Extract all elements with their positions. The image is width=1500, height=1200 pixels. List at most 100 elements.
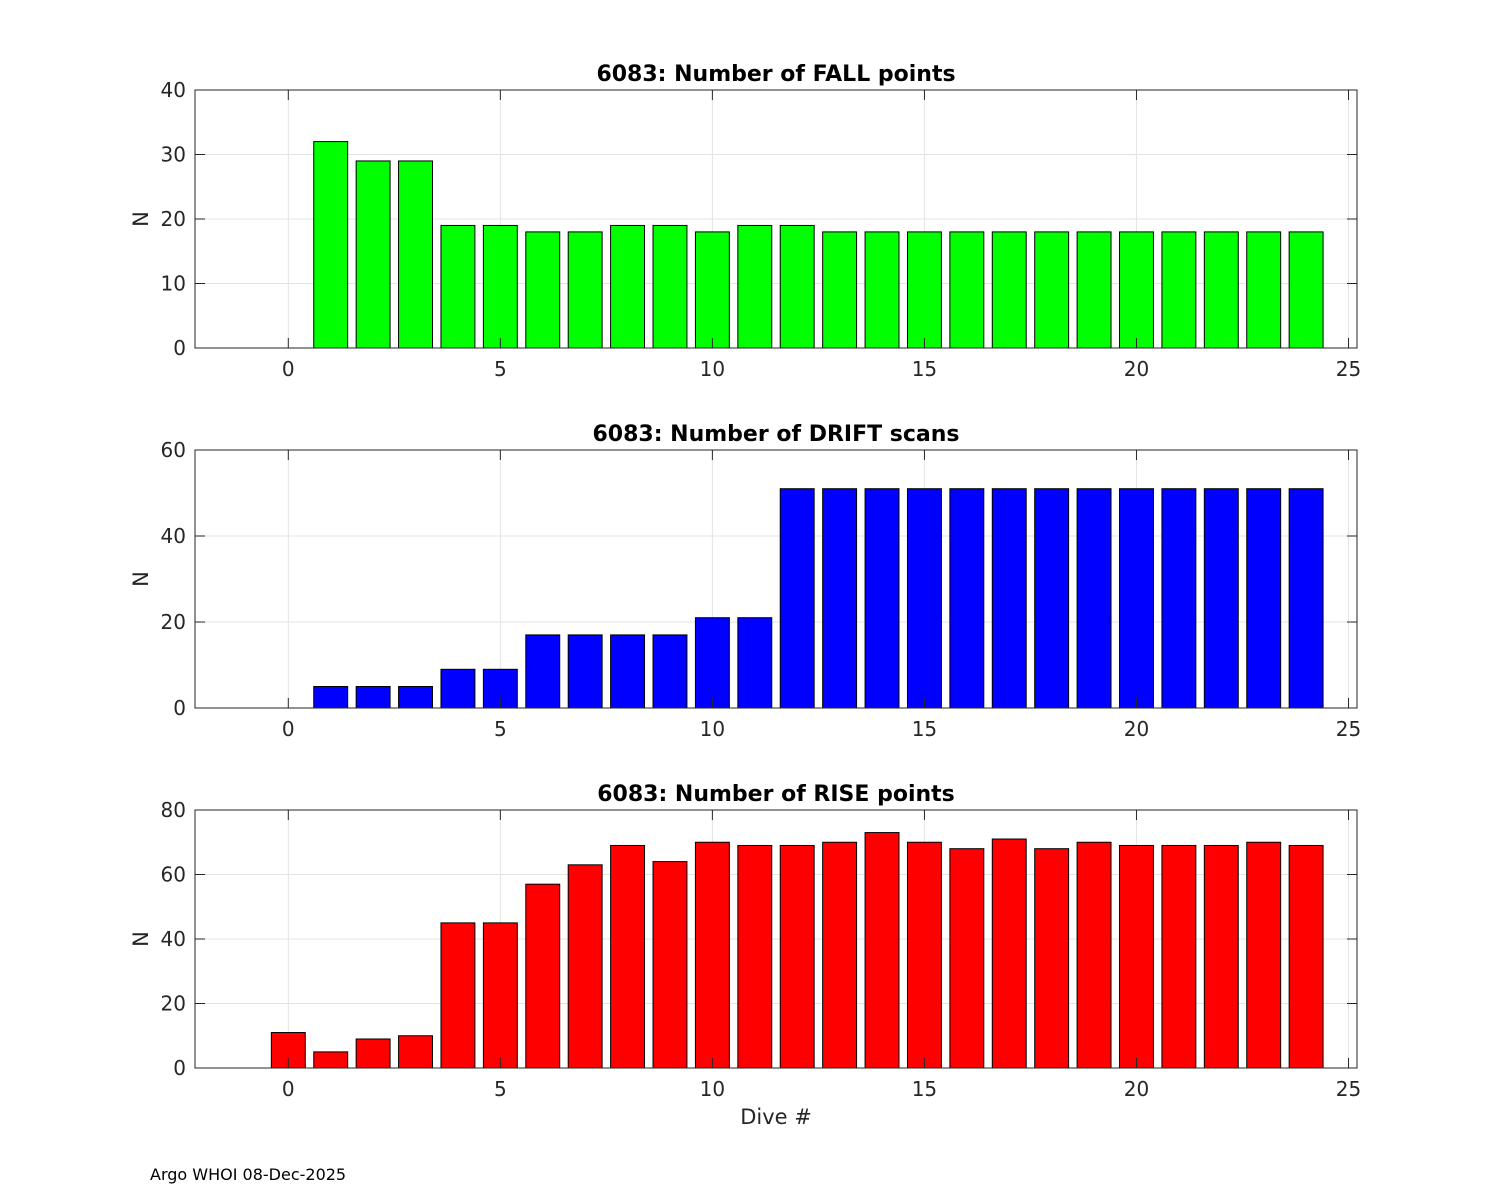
bar (1034, 848, 1070, 1069)
bar (1288, 488, 1324, 709)
bar (525, 883, 561, 1069)
x-tick-label: 0 (282, 717, 295, 741)
x-tick-label: 5 (494, 357, 507, 381)
bar (694, 231, 730, 349)
bar (949, 231, 985, 349)
bar (694, 841, 730, 1069)
bar (1161, 231, 1197, 349)
bar (482, 922, 518, 1069)
bar (864, 488, 900, 709)
bar (610, 224, 646, 349)
y-tick-label: 40 (161, 927, 186, 951)
x-tick-label: 5 (494, 1077, 507, 1101)
bar (1203, 231, 1239, 349)
bar (1076, 841, 1112, 1069)
x-tick-label: 15 (912, 357, 937, 381)
bar (906, 841, 942, 1069)
bar (1034, 231, 1070, 349)
y-tick-label: 20 (161, 207, 186, 231)
bar (779, 844, 815, 1069)
bar (1288, 844, 1324, 1069)
y-tick-label: 60 (161, 863, 186, 887)
x-tick-label: 0 (282, 1077, 295, 1101)
x-tick-label: 10 (700, 1077, 725, 1101)
bar (567, 634, 603, 709)
x-tick-label: 25 (1336, 1077, 1361, 1101)
bar (822, 231, 858, 349)
y-tick-label: 10 (161, 272, 186, 296)
footer-credit: Argo WHOI 08-Dec-2025 (150, 1165, 347, 1184)
bar (1076, 488, 1112, 709)
bar (1034, 488, 1070, 709)
axes-box (194, 449, 1358, 709)
x-tick-label: 25 (1336, 357, 1361, 381)
y-tick-label: 20 (161, 610, 186, 634)
chart-panel-1: 0 5 10 15 20 25 0 10 20 30 40 6083: Number of FALL … (129, 62, 1361, 381)
bar (525, 231, 561, 349)
bar (313, 1051, 349, 1069)
y-tick-label: 0 (173, 1056, 186, 1080)
chart-panel-2: 0 5 10 15 20 25 0 20 40 60 6083: Number of DRIFT s… (129, 422, 1361, 741)
bar (1161, 844, 1197, 1069)
bar (949, 488, 985, 709)
bar (610, 634, 646, 709)
bar (1246, 231, 1282, 349)
bar (1119, 844, 1154, 1069)
bar (822, 488, 858, 709)
bar (1246, 488, 1282, 709)
y-axis-label: N (129, 571, 153, 587)
bar (737, 224, 773, 349)
bar (355, 160, 391, 349)
y-tick-label: 20 (161, 992, 186, 1016)
bar (949, 848, 985, 1069)
bar (737, 844, 773, 1069)
bar (398, 160, 433, 349)
bar (779, 224, 815, 349)
bar (1119, 488, 1154, 709)
bar (440, 922, 476, 1069)
bar (567, 864, 603, 1069)
bar (652, 224, 688, 349)
bar (1203, 844, 1239, 1069)
bar (398, 686, 433, 709)
y-tick-label: 80 (161, 798, 186, 822)
bar (652, 861, 688, 1069)
bar (1119, 231, 1154, 349)
bar (1246, 841, 1282, 1069)
bar (779, 488, 815, 709)
bar (525, 634, 561, 709)
y-axis-label: N (129, 931, 153, 947)
x-tick-label: 0 (282, 357, 295, 381)
x-tick-label: 10 (700, 357, 725, 381)
bar (313, 141, 349, 349)
y-tick-label: 60 (161, 438, 186, 462)
bar (991, 231, 1027, 349)
y-tick-label: 40 (161, 78, 186, 102)
bar (567, 231, 603, 349)
bar (1203, 488, 1239, 709)
bar (482, 224, 518, 349)
bar (864, 832, 900, 1069)
bar (906, 488, 942, 709)
bar (822, 841, 858, 1069)
y-tick-label: 0 (173, 696, 186, 720)
x-tick-label: 5 (494, 717, 507, 741)
x-tick-label: 20 (1124, 1077, 1149, 1101)
chart-panel-3: 0 5 10 15 20 25 0 20 40 60 80 6083: Number of RISE … (129, 782, 1361, 1129)
bar (1288, 231, 1324, 349)
bar (355, 1038, 391, 1069)
bar (610, 844, 646, 1069)
bar (440, 224, 476, 349)
bar (440, 668, 476, 709)
bar (313, 686, 349, 709)
y-axis-label: N (129, 211, 153, 227)
x-axis-label: Dive # (740, 1105, 812, 1129)
bar (737, 617, 773, 709)
chart-title: 6083: Number of FALL points (596, 62, 955, 87)
y-tick-label: 40 (161, 524, 186, 548)
bar (1076, 231, 1112, 349)
bar (864, 231, 900, 349)
bar (991, 488, 1027, 709)
x-tick-label: 20 (1124, 717, 1149, 741)
